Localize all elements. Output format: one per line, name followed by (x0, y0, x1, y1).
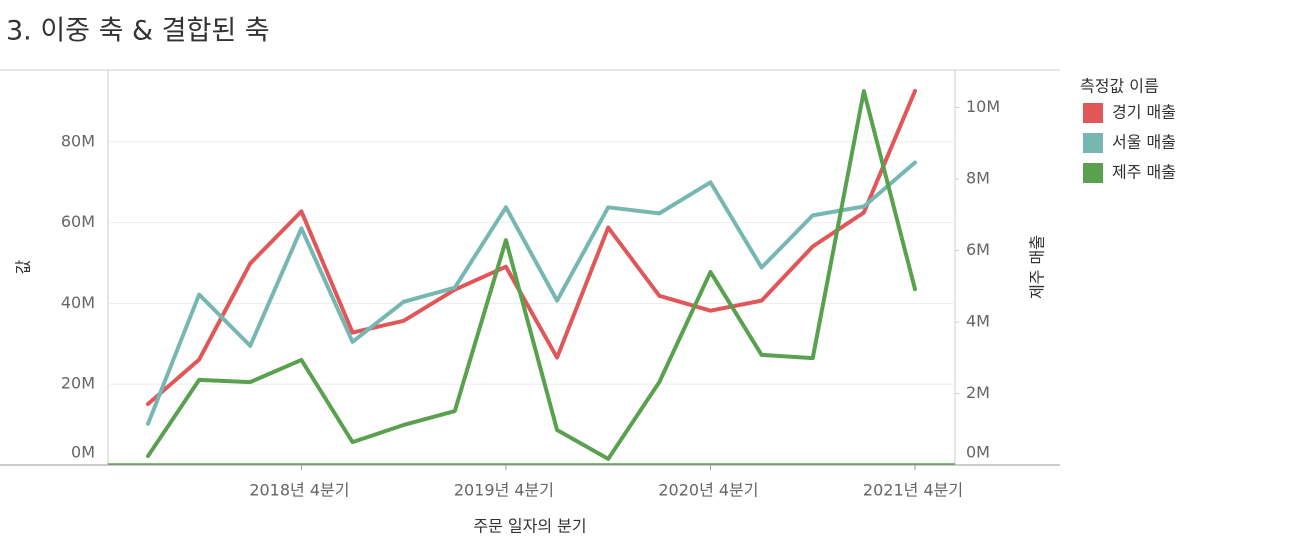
series-line (146, 89, 917, 461)
legend-swatch (1083, 163, 1103, 183)
x-axis-title: 주문 일자의 분기 (473, 517, 586, 536)
chart-title: 3. 이중 축 & 결합된 축 (6, 16, 270, 47)
y2-tick-label: 8M (966, 169, 990, 188)
legend-label: 서울 매출 (1112, 133, 1176, 152)
y-tick-label: 20M (61, 374, 95, 393)
y-tick-label: 80M (61, 131, 95, 150)
y2-tick-label: 10M (966, 97, 1000, 116)
x-tick-label: 2020년 4분기 (658, 481, 758, 500)
legend-swatch (1083, 133, 1103, 153)
legend-label: 제주 매출 (1112, 163, 1176, 182)
legend-label: 경기 매출 (1112, 103, 1176, 122)
legend-swatch (1083, 103, 1103, 123)
y-tick-label: 60M (61, 212, 95, 231)
y-axis-title: 값 (14, 259, 33, 274)
x-tick-label: 2018년 4분기 (249, 481, 349, 500)
y2-tick-label: 4M (966, 312, 990, 331)
y-tick-label: 40M (61, 293, 95, 312)
y2-tick-label: 0M (966, 443, 990, 462)
x-tick-label: 2021년 4분기 (863, 481, 963, 500)
y2-tick-label: 6M (966, 240, 990, 259)
series-line (146, 160, 917, 426)
y2-axis-title: 제주 매출 (1028, 235, 1047, 299)
x-tick-label: 2019년 4분기 (454, 481, 554, 500)
y2-tick-label: 2M (966, 383, 990, 402)
series-line (146, 89, 917, 407)
legend-title: 측정값 이름 (1080, 77, 1159, 96)
y-tick-label: 0M (71, 443, 95, 462)
